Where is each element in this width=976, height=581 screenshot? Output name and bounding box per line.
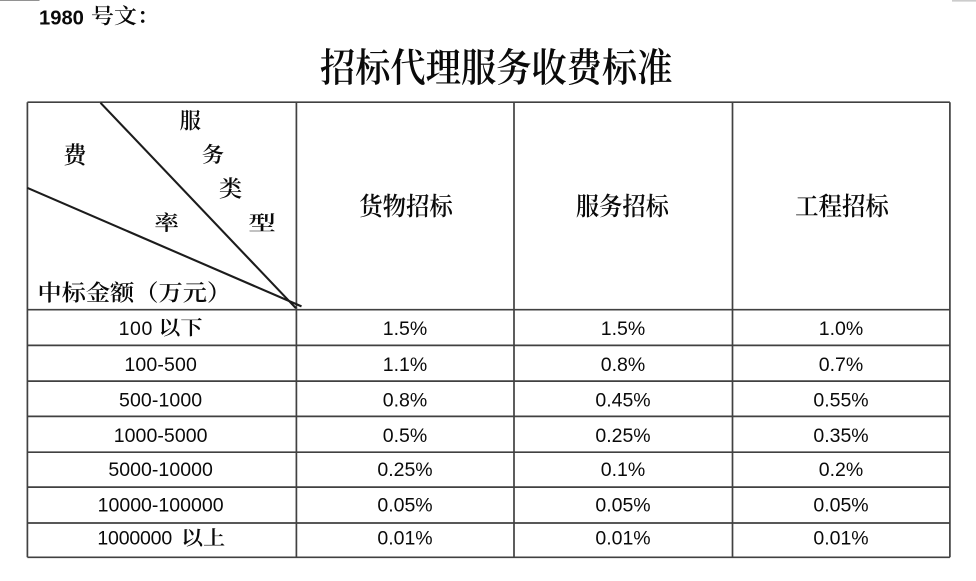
svg-text:0.05%: 0.05% — [813, 495, 868, 517]
svg-text:0.35%: 0.35% — [813, 425, 868, 447]
svg-text:0.01%: 0.01% — [377, 528, 432, 550]
svg-text:0.55%: 0.55% — [813, 389, 868, 411]
svg-text:0.5%: 0.5% — [383, 425, 427, 447]
svg-text:500-1000: 500-1000 — [119, 389, 202, 411]
svg-text:100: 100 — [119, 318, 153, 340]
svg-text:0.2%: 0.2% — [819, 459, 863, 481]
svg-text:0.01%: 0.01% — [813, 528, 868, 550]
svg-text:10000-100000: 10000-100000 — [98, 495, 224, 517]
svg-text:1.5%: 1.5% — [601, 318, 645, 340]
svg-text:0.05%: 0.05% — [377, 495, 432, 517]
svg-text:5000-10000: 5000-10000 — [108, 459, 213, 481]
svg-text:1.5%: 1.5% — [383, 318, 427, 340]
svg-text:0.8%: 0.8% — [383, 389, 427, 411]
svg-text:0.05%: 0.05% — [595, 495, 650, 517]
svg-text:0.7%: 0.7% — [819, 354, 863, 376]
svg-text:1.1%: 1.1% — [383, 354, 427, 376]
svg-text:100-500: 100-500 — [124, 354, 197, 376]
svg-text:0.25%: 0.25% — [595, 425, 650, 447]
svg-text:1980: 1980 — [39, 8, 84, 30]
svg-text:0.1%: 0.1% — [601, 459, 645, 481]
svg-text:1000000: 1000000 — [97, 528, 172, 550]
svg-text:1.0%: 1.0% — [819, 318, 863, 340]
svg-text:0.8%: 0.8% — [601, 354, 645, 376]
svg-text:0.01%: 0.01% — [595, 528, 650, 550]
svg-text:0.25%: 0.25% — [377, 459, 432, 481]
svg-text:1000-5000: 1000-5000 — [114, 425, 208, 447]
svg-text:0.45%: 0.45% — [595, 389, 650, 411]
